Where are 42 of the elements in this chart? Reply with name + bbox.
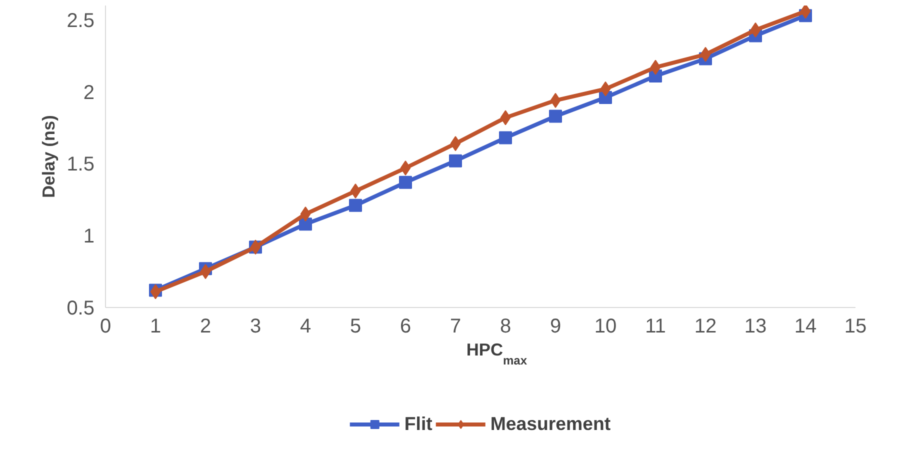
y-tick-label: 2.5: [66, 10, 95, 32]
x-tick-label: 13: [744, 316, 767, 338]
x-tick-label: 6: [400, 316, 412, 338]
x-tick-label: 9: [550, 316, 562, 338]
point: [499, 131, 512, 144]
point: [300, 206, 311, 222]
x-tick-label: 12: [694, 316, 717, 338]
x-tick-label: 1: [150, 316, 162, 338]
point: [350, 184, 361, 199]
y-tick-label: 1.5: [66, 154, 95, 176]
point: [150, 284, 161, 300]
y-tick-label: 2: [83, 82, 94, 104]
x-tick-label: 15: [844, 316, 867, 338]
x-tick-label: 3: [250, 316, 262, 338]
point: [450, 136, 461, 152]
y-tick-label: 1: [83, 226, 94, 248]
point: [549, 110, 562, 123]
point: [550, 92, 561, 108]
point: [449, 154, 462, 168]
x-tick-label: 4: [300, 316, 312, 338]
x-tick-label: 11: [645, 316, 666, 338]
point: [650, 60, 661, 75]
point: [400, 160, 411, 176]
point: [750, 22, 761, 38]
legend-label: Measurement: [490, 413, 611, 435]
point: [349, 198, 362, 212]
x-tick-label: 14: [794, 316, 817, 338]
x-tick-label: 5: [350, 316, 362, 338]
x-tick-label: 8: [500, 316, 512, 338]
x-tick-label: 0: [100, 316, 112, 338]
x-tick-label: 2: [200, 316, 212, 338]
x-tick-label: 7: [450, 316, 462, 338]
y-axis-title: Delay (ns): [38, 115, 59, 198]
legend-label: Flit: [404, 413, 432, 435]
point: [800, 6, 811, 19]
y-tick-label: 0.5: [66, 298, 95, 320]
point: [200, 264, 211, 280]
point: [600, 81, 611, 96]
x-tick-label: 10: [594, 316, 617, 338]
point: [500, 110, 511, 126]
point: [399, 176, 412, 189]
point: [700, 46, 711, 62]
